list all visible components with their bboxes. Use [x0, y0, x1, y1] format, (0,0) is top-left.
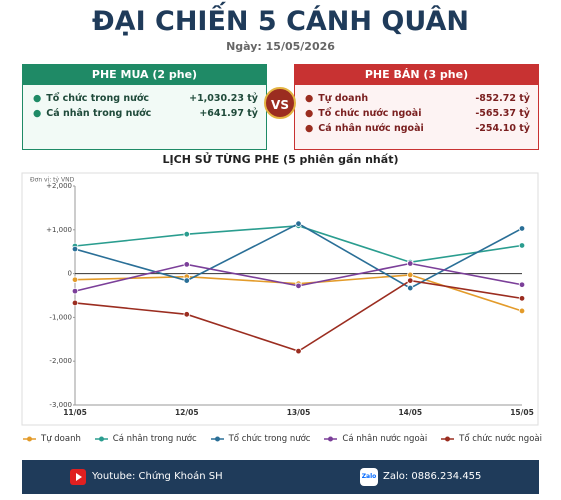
point — [295, 282, 302, 290]
play-icon — [76, 473, 82, 481]
legend-item: Cá nhân trong nước — [94, 434, 197, 444]
vs-badge: VS — [264, 87, 296, 119]
point — [183, 230, 190, 238]
point — [407, 284, 414, 292]
x-tick-label: 12/05 — [175, 408, 199, 417]
point — [518, 225, 526, 232]
point — [518, 242, 526, 249]
chart-frame — [21, 172, 539, 426]
legend: Tự doanh Cá nhân trong nước Tổ chức trong … — [22, 434, 542, 444]
x-tick-label: 14/05 — [398, 408, 422, 417]
group-value: +1,030.23 tỷ — [189, 93, 258, 104]
y-tick-label: +1,000 — [46, 226, 72, 234]
panel-rows: Tổ chức trong nước +1,030.23 tỷ Cá nhân tr… — [23, 85, 266, 121]
point — [518, 295, 526, 302]
panel-row: Tổ chức nước ngoài -565.37 tỷ — [295, 106, 538, 121]
group-value: +641.97 tỷ — [199, 108, 258, 119]
panel-title: PHE MUA (2 phe) — [23, 65, 266, 85]
panel-row: Cá nhân nước ngoài -254.10 tỷ — [295, 121, 538, 136]
group-value: -565.37 tỷ — [475, 108, 530, 119]
point — [295, 220, 302, 227]
panel-row: Cá nhân trong nước +641.97 tỷ — [23, 106, 266, 121]
chart-title: LỊCH SỬ TỪNG PHE (5 phiên gần nhất) — [162, 153, 399, 166]
youtube-icon — [70, 469, 86, 485]
legend-label: Cá nhân trong nước — [112, 434, 197, 444]
point — [183, 277, 190, 284]
point — [518, 307, 526, 315]
unit-label: Đơn vị: tỷ VND — [30, 177, 75, 184]
point — [71, 287, 79, 295]
title: ĐẠI CHIẾN 5 CÁNH QUÂN — [92, 6, 469, 37]
zalo-icon: Zalo — [360, 468, 378, 486]
group-name: Cá nhân nước ngoài — [305, 121, 423, 136]
y-tick-label: 0 — [68, 270, 72, 278]
zalo-link[interactable]: Zalo: 0886.234.455 — [383, 471, 482, 482]
group-name: Cá nhân trong nước — [33, 106, 151, 121]
panel-row: Tự doanh -852.72 tỷ — [295, 91, 538, 106]
point — [518, 281, 526, 288]
panel-rows: Tự doanh -852.72 tỷ Tổ chức nước ngoài -565… — [295, 85, 538, 136]
panel-row: Tổ chức trong nước +1,030.23 tỷ — [23, 91, 266, 106]
footer: Youtube: Chứng Khoán SH Zalo Zalo: 0886.… — [22, 460, 539, 494]
group-name: Tổ chức trong nước — [33, 91, 149, 106]
point — [407, 277, 414, 284]
group-value: -254.10 tỷ — [475, 123, 530, 134]
legend-swatch — [94, 436, 108, 442]
legend-item: Cá nhân nước ngoài — [323, 434, 427, 444]
legend-label: Tổ chức nước ngoài — [459, 434, 542, 444]
point — [71, 299, 79, 307]
point — [183, 261, 190, 268]
y-tick-label: -2,000 — [49, 357, 72, 365]
legend-swatch — [23, 436, 36, 442]
legend-label: Tổ chức trong nước — [228, 434, 311, 444]
point — [407, 271, 414, 279]
legend-item: Tự doanh — [22, 434, 81, 444]
y-tick-label: +2,000 — [46, 182, 72, 190]
legend-label: Cá nhân nước ngoài — [342, 434, 428, 444]
point — [407, 260, 414, 267]
legend-item: Tổ chức nước ngoài — [440, 434, 542, 444]
point — [295, 347, 302, 355]
sell-panel: PHE BÁN (3 phe) Tự doanh -852.72 tỷ Tổ chứ… — [294, 64, 539, 150]
group-name: Tổ chức nước ngoài — [305, 106, 421, 121]
y-tick-label: -3,000 — [49, 401, 72, 409]
point — [71, 245, 79, 253]
buy-panel: PHE MUA (2 phe) Tổ chức trong nước +1,030… — [22, 64, 267, 150]
youtube-link[interactable]: Youtube: Chứng Khoán SH — [92, 471, 223, 482]
x-tick-label: 11/05 — [63, 408, 87, 417]
point — [183, 311, 190, 318]
group-value: -852.72 tỷ — [475, 93, 530, 104]
x-tick-label: 13/05 — [287, 408, 311, 417]
date: Ngày: 15/05/2026 — [226, 40, 335, 53]
panel-title: PHE BÁN (3 phe) — [295, 65, 538, 85]
chart: Đơn vị: tỷ VND +2,000 +1,000 0 -1,000 -2,000… — [21, 172, 539, 426]
group-name: Tự doanh — [305, 91, 368, 106]
legend-swatch — [441, 436, 455, 442]
point — [71, 276, 79, 283]
y-tick-label: -1,000 — [49, 313, 72, 321]
x-tick-label: 15/05 — [510, 408, 534, 417]
legend-item: Tổ chức trong nước — [210, 434, 311, 444]
legend-label: Tự doanh — [41, 434, 81, 444]
legend-swatch — [324, 436, 338, 442]
legend-swatch — [210, 436, 224, 442]
